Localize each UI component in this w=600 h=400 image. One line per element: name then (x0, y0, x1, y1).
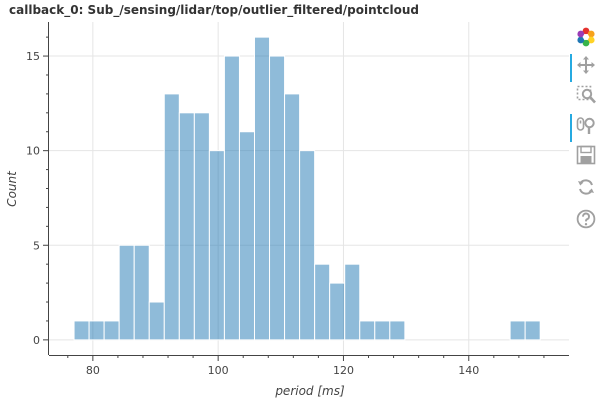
help-tool-button[interactable] (570, 206, 600, 234)
bokeh-logo-icon (577, 27, 595, 47)
histogram-bar (133, 244, 150, 341)
histogram-bar (269, 55, 286, 341)
wheel-zoom-tool-button[interactable] (570, 112, 600, 142)
x-axis-label: period [ms] (274, 384, 345, 398)
histogram-bar (389, 320, 406, 341)
bokeh-logo[interactable] (570, 24, 600, 52)
histogram-bar (163, 93, 180, 341)
histogram-bar (118, 244, 135, 341)
wheel-zoom-tool-icon (576, 117, 595, 134)
axes (43, 22, 569, 361)
histogram-bar (88, 320, 105, 341)
histogram-bar (299, 150, 316, 341)
tick-labels: 80 100 120 140 0 5 10 15 (26, 50, 479, 377)
histogram-bar (329, 282, 346, 341)
help-tool-icon (576, 209, 596, 229)
y-tick-label: 10 (26, 145, 40, 158)
y-tick-label: 0 (33, 334, 40, 347)
x-tick-label: 80 (86, 364, 100, 377)
histogram-bar (253, 36, 271, 341)
histogram-bar (223, 55, 240, 341)
x-tick-label: 140 (458, 364, 479, 377)
save-tool-button[interactable] (570, 142, 600, 170)
histogram-bar (178, 112, 195, 341)
y-tick-label: 15 (26, 50, 40, 63)
histogram-bar (103, 320, 120, 341)
histogram-bar (524, 320, 541, 341)
y-axis-label: Count (5, 170, 19, 207)
box-zoom-tool-button[interactable] (570, 82, 600, 110)
x-tick-label: 100 (208, 364, 229, 377)
histogram-bar (509, 320, 526, 341)
chart-title: callback_0: Sub_/sensing/lidar/top/outli… (9, 3, 420, 17)
reset-tool-icon (578, 179, 594, 195)
pan-tool-button[interactable] (570, 52, 600, 82)
histogram-bar (208, 150, 225, 341)
histogram-bar (148, 301, 165, 341)
histogram-bar (359, 320, 376, 341)
box-zoom-tool-icon (576, 85, 596, 104)
histogram-bar (374, 320, 391, 341)
histogram-bar (73, 320, 90, 341)
histogram-bar (284, 93, 301, 341)
reset-tool-button[interactable] (570, 174, 600, 202)
histogram-bar (344, 263, 361, 341)
histogram-bars (73, 36, 541, 341)
histogram-bar (314, 263, 331, 341)
pan-tool-icon (577, 56, 595, 74)
histogram-bar (193, 112, 210, 341)
save-tool-icon (576, 145, 596, 165)
histogram-bar (238, 131, 255, 341)
y-tick-label: 5 (33, 239, 40, 252)
x-tick-label: 120 (333, 364, 354, 377)
